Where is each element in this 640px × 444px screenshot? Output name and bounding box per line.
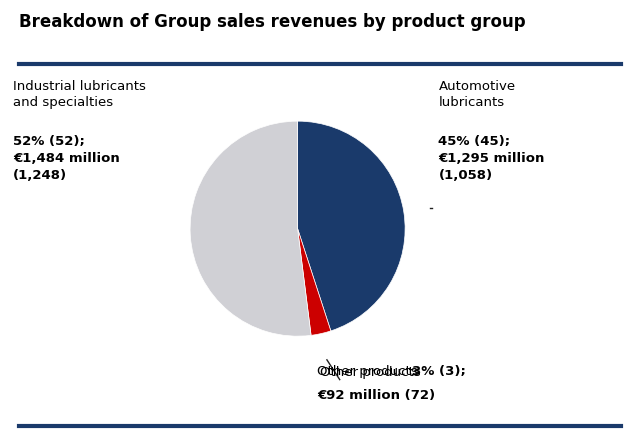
Text: 45% (45);
€1,295 million
(1,058): 45% (45); €1,295 million (1,058) bbox=[438, 135, 545, 182]
Text: €92 million (72): €92 million (72) bbox=[317, 389, 435, 402]
Text: 52% (52);
€1,484 million
(1,248): 52% (52); €1,484 million (1,248) bbox=[13, 135, 120, 182]
Wedge shape bbox=[298, 229, 331, 335]
Text: Breakdown of Group sales revenues by product group: Breakdown of Group sales revenues by pro… bbox=[19, 13, 526, 32]
Text: Automotive
lubricants: Automotive lubricants bbox=[438, 80, 516, 109]
Text: 3% (3);: 3% (3); bbox=[412, 365, 465, 378]
Text: Other products  3% (3);: Other products 3% (3); bbox=[320, 366, 497, 379]
Wedge shape bbox=[190, 121, 311, 336]
Text: Industrial lubricants
and specialties: Industrial lubricants and specialties bbox=[13, 80, 146, 109]
Wedge shape bbox=[298, 121, 405, 331]
Text: Other products: Other products bbox=[317, 365, 422, 378]
Text: Other products: Other products bbox=[320, 366, 425, 379]
